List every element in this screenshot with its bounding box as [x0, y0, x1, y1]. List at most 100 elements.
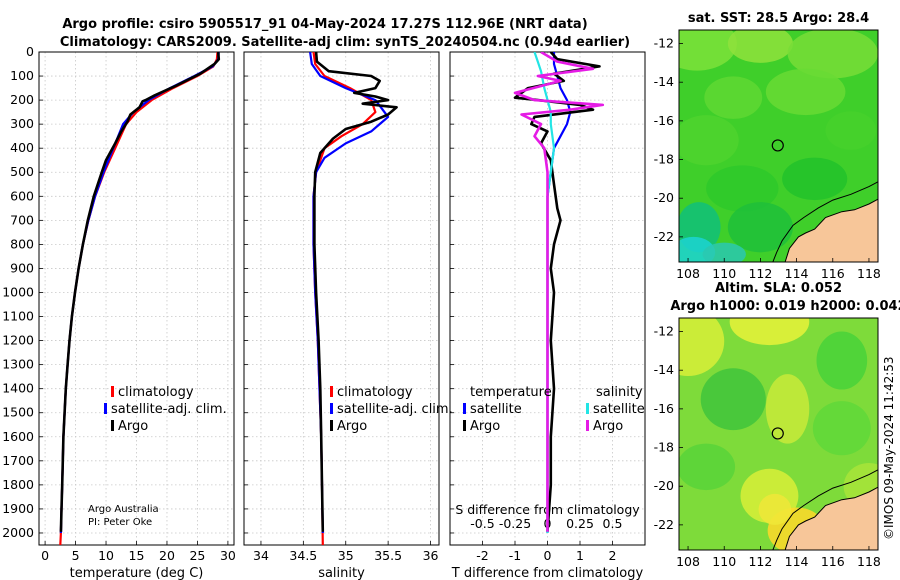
- legend-label-ssat: satellite: [593, 402, 645, 417]
- map-lat-label: -20: [654, 478, 674, 493]
- y-tick-label: 100: [10, 68, 34, 83]
- sst-patch: [706, 165, 779, 212]
- legend-label-argo-s: Argo: [337, 419, 367, 434]
- header-title-line1: Argo profile: csiro 5905517_91 04-May-20…: [62, 17, 587, 32]
- temperature-series-climatology: [59, 52, 219, 545]
- s-diff-tick-label: -0.5: [470, 516, 494, 531]
- sst-patch: [704, 76, 763, 119]
- credit-line2: PI: Peter Oke: [88, 517, 152, 528]
- legend-label-argo: Argo: [118, 419, 148, 434]
- map-lat-label: -18: [654, 440, 674, 455]
- y-tick-label: 1700: [2, 453, 34, 468]
- temperature-x-tick-label: 20: [159, 548, 175, 563]
- sla_map-field: [679, 318, 878, 550]
- temperature-frame: [38, 51, 235, 546]
- temperature-x-axis-label: temperature (deg C): [70, 566, 204, 580]
- sla-patch: [679, 443, 736, 491]
- sst-patch: [727, 202, 793, 253]
- temperature-series-argo: [59, 52, 221, 532]
- sst-patch: [679, 115, 739, 166]
- map-lat-label: -22: [654, 229, 674, 244]
- map-lat-label: -14: [654, 362, 674, 377]
- temperature-plot: 0100200300400500600700800900100011001200…: [2, 44, 236, 580]
- salinity-x-tick-label: 36: [423, 548, 439, 563]
- argo-position-marker: [771, 427, 784, 440]
- y-tick-label: 600: [10, 188, 34, 203]
- map-lon-label: 116: [821, 266, 845, 281]
- argo-position-marker: [771, 139, 784, 152]
- temperature-x-tick-label: 5: [72, 548, 80, 563]
- difference-x-axis-label: T difference from climatology: [451, 566, 644, 580]
- sst-patch: [825, 111, 877, 150]
- temperature-x-tick-label: 0: [41, 548, 49, 563]
- salinity-frame: [243, 51, 440, 546]
- y-tick-label: 1000: [2, 284, 34, 299]
- sst_map-title: sat. SST: 28.5 Argo: 28.4: [688, 11, 869, 26]
- salinity-x-tick-label: 34: [253, 548, 269, 563]
- temperature-x-tick-label: 30: [220, 548, 236, 563]
- y-tick-label: 1400: [2, 381, 34, 396]
- y-tick-label: 2000: [2, 525, 34, 540]
- map-lat-label: -20: [654, 190, 674, 205]
- y-tick-label: 700: [10, 212, 34, 227]
- y-tick-label: 800: [10, 236, 34, 251]
- y-tick-label: 200: [10, 92, 34, 107]
- sla-patch: [729, 318, 810, 346]
- sla_map-title: Altim. SLA: 0.052: [715, 281, 842, 296]
- map-lat-label: -16: [654, 401, 674, 416]
- s-diff-tick-label: 0.5: [603, 516, 623, 531]
- difference-x-tick-label: 1: [576, 548, 584, 563]
- difference-x-tick-label: -1: [509, 548, 521, 563]
- temperature-x-tick-label: 10: [98, 548, 114, 563]
- salinity-x-axis-label: salinity: [318, 566, 365, 580]
- map-lon-label: 112: [748, 554, 772, 569]
- y-tick-label: 400: [10, 140, 34, 155]
- y-tick-label: 1800: [2, 477, 34, 492]
- sla_map: 108 110 112 114 116 118 -12 -14 -16 -18 -20 -22 Alti…: [654, 281, 900, 569]
- salinity-plot: 34 34.5 35 35.5 36 salinity: [243, 51, 440, 580]
- y-tick-label: 900: [10, 260, 34, 275]
- sst-patch: [787, 30, 878, 79]
- temperature-x-tick-label: 25: [189, 548, 205, 563]
- sla-patch: [812, 401, 871, 456]
- map-lon-label: 112: [748, 266, 772, 281]
- legend-swatch-sat-s: [330, 403, 333, 414]
- sla-patch: [700, 368, 766, 431]
- sst-patch: [702, 242, 746, 262]
- legend-label-sat-s: satellite-adj. clim.: [337, 402, 453, 417]
- header-title-line2: Climatology: CARS2009. Satellite-adj cli…: [60, 35, 630, 50]
- legend-swatch-targo: [463, 420, 466, 431]
- legend-swatch-argo-s: [330, 420, 333, 431]
- map-lat-label: -14: [654, 74, 674, 89]
- y-tick-label: 1300: [2, 357, 34, 372]
- legend-label-targo: Argo: [470, 419, 500, 434]
- sst_map-frame: [678, 29, 879, 263]
- legend-title-temperature: temperature: [470, 385, 552, 400]
- legend-label-tsat: satellite: [470, 402, 522, 417]
- sla-patch: [765, 374, 810, 444]
- map-lat-label: -12: [654, 324, 674, 339]
- salinity-legend: climatology satellite-adj. clim. Argo: [330, 385, 453, 434]
- s-diff-tick-label: 0.25: [566, 516, 594, 531]
- land-mass: [784, 486, 878, 550]
- sst_map-field: [679, 30, 878, 262]
- difference-plot: -2 -1 0 1 2-0.5 -0.25 0 0.25 0.5S difference fro…: [449, 51, 646, 580]
- s-diff-tick-label: -0.25: [499, 516, 531, 531]
- map-lon-label: 114: [785, 554, 809, 569]
- imos-stamp: ©IMOS 09-May-2024 11:42:53: [882, 356, 896, 540]
- temperature-legend: climatology satellite-adj. clim. Argo Ar…: [88, 385, 227, 528]
- sla-patch: [816, 331, 868, 390]
- legend-swatch-clim: [111, 386, 114, 397]
- legend-label-sat: satellite-adj. clim.: [111, 402, 227, 417]
- y-tick-label: 1200: [2, 333, 34, 348]
- legend-label-sargo: Argo: [593, 419, 623, 434]
- bathymetry-contour: [772, 469, 878, 550]
- difference-x-tick-label: 2: [609, 548, 617, 563]
- difference-series-salinity-argo: [513, 52, 605, 532]
- map-lon-label: 114: [785, 266, 809, 281]
- y-tick-label: 500: [10, 164, 34, 179]
- y-tick-label: 1100: [2, 309, 34, 324]
- difference-x-tick-label: -2: [476, 548, 488, 563]
- land-mass: [784, 198, 878, 262]
